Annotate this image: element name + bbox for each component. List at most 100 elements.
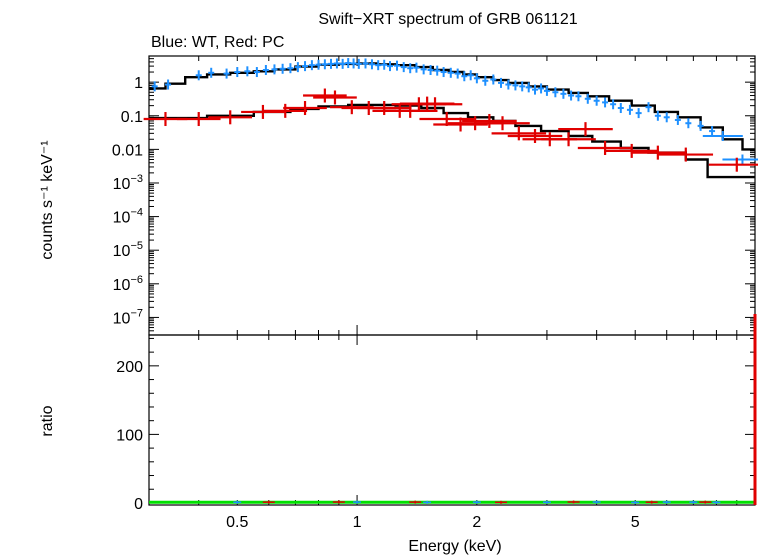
data-point-wt	[328, 58, 335, 69]
data-point-wt	[394, 60, 401, 71]
data-point-wt	[413, 62, 420, 73]
data-point-wt	[339, 58, 346, 69]
data-point-wt	[662, 500, 671, 504]
data-point-pc	[567, 500, 580, 504]
data-point-wt	[498, 77, 505, 88]
data-point-pc	[356, 101, 412, 116]
data-point-wt	[294, 62, 301, 73]
data-point-wt	[635, 108, 642, 119]
data-point-wt	[712, 500, 721, 504]
data-point-wt	[663, 112, 670, 123]
data-point-wt	[543, 85, 550, 96]
data-point-wt	[315, 59, 322, 70]
data-point-wt	[387, 61, 394, 72]
chart-subtitle: Blue: WT, Red: PC	[151, 34, 284, 51]
data-point-wt	[423, 500, 432, 504]
ratio-frame	[148, 334, 756, 506]
data-point-wt	[610, 99, 617, 110]
data-point-wt	[234, 67, 241, 78]
data-point-wt	[584, 93, 591, 104]
data-point-wt	[685, 118, 692, 129]
data-point-pc	[303, 88, 347, 103]
y-tick-label: 10−4	[113, 207, 143, 227]
spectrum-frame	[148, 55, 756, 336]
data-point-pc	[645, 500, 658, 504]
y-axis-label-spectrum: counts s⁻¹ keV⁻¹	[39, 140, 56, 259]
data-point-pc	[604, 143, 659, 158]
data-point-pc	[407, 97, 463, 112]
data-point-wt	[512, 80, 519, 91]
data-point-wt	[279, 63, 286, 74]
data-point-wt	[381, 59, 388, 70]
data-point-pc	[332, 500, 345, 504]
data-point-wt	[709, 126, 716, 137]
data-point-wt	[505, 79, 512, 90]
y-tick-label: 10−6	[113, 274, 143, 294]
data-point-pc	[507, 128, 563, 143]
data-point-wt	[287, 63, 294, 74]
data-point-wt	[617, 103, 624, 114]
y-tick-label: 10−7	[113, 307, 143, 327]
data-point-wt	[407, 63, 414, 74]
data-point-wt	[626, 104, 633, 115]
data-point-wt	[490, 74, 497, 85]
y-tick-label: 1	[134, 75, 143, 92]
data-point-wt	[575, 91, 582, 102]
x-tick-label: 0.5	[226, 514, 248, 531]
data-point-pc	[658, 147, 714, 162]
data-point-wt	[702, 130, 743, 141]
data-point-pc	[382, 103, 438, 118]
data-point-pc	[409, 500, 422, 504]
data-point-wt	[532, 84, 539, 95]
data-point-pc	[313, 90, 357, 105]
data-point-wt	[400, 62, 407, 73]
data-point-wt	[302, 61, 309, 72]
data-point-wt	[427, 64, 434, 75]
data-point-wt	[461, 71, 468, 82]
data-point-wt	[592, 500, 601, 504]
data-point-wt	[593, 95, 600, 106]
data-point-wt	[271, 64, 278, 75]
y-tick-label: 10−5	[113, 240, 143, 260]
y-tick-label: 10−3	[113, 173, 143, 193]
data-point-wt	[568, 90, 575, 101]
data-point-wt	[244, 66, 251, 77]
y-tick-label: 0	[134, 496, 143, 513]
data-point-wt	[542, 500, 551, 504]
data-point-pc	[577, 140, 633, 155]
data-point-pc	[495, 500, 508, 504]
chart-title: Swift−XRT spectrum of GRB 061121	[318, 11, 577, 28]
data-point-wt	[321, 59, 328, 70]
data-point-wt	[355, 58, 362, 69]
data-point-wt	[674, 114, 681, 125]
data-point-pc	[263, 103, 308, 118]
spectrum-panel: 1 0.1 0.01 10−3 10−4 10−5 10−6 10−7	[112, 55, 758, 336]
data-point-pc	[708, 157, 758, 172]
data-point-wt	[645, 102, 652, 113]
data-point-wt	[473, 73, 480, 84]
data-point-pc	[208, 110, 253, 125]
y-tick-label: 0.1	[121, 109, 143, 126]
x-tick-label: 2	[472, 514, 481, 531]
data-point-wt	[345, 58, 352, 69]
data-point-pc	[433, 117, 488, 132]
data-point-wt	[602, 97, 609, 108]
y-tick-label: 200	[116, 359, 143, 376]
data-point-wt	[525, 82, 532, 93]
data-point-wt	[519, 81, 526, 92]
data-point-pc	[176, 112, 221, 127]
data-point-wt	[223, 68, 230, 79]
data-point-wt	[631, 500, 640, 504]
x-axis-label: Energy (keV)	[408, 538, 501, 555]
data-point-wt	[362, 58, 369, 69]
data-point-pc	[541, 132, 596, 147]
x-tick-label: 5	[631, 514, 640, 531]
data-point-wt	[552, 87, 559, 98]
ratio-panel: 0.5 1 2 5 0 100 200	[116, 314, 757, 531]
data-point-pc	[283, 101, 327, 116]
data-point-wt	[560, 88, 567, 99]
data-point-wt	[440, 67, 447, 78]
data-point-pc	[558, 122, 613, 137]
data-point-wt	[333, 58, 340, 69]
